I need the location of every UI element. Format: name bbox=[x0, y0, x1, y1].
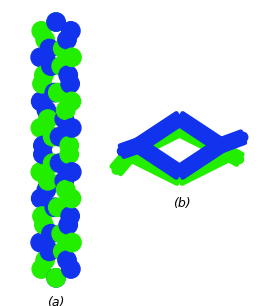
Circle shape bbox=[40, 242, 58, 261]
Circle shape bbox=[36, 31, 54, 49]
Circle shape bbox=[112, 166, 120, 174]
Circle shape bbox=[55, 172, 73, 190]
Circle shape bbox=[63, 48, 81, 66]
Circle shape bbox=[44, 128, 62, 146]
Circle shape bbox=[47, 13, 65, 31]
Circle shape bbox=[54, 39, 72, 58]
Circle shape bbox=[31, 233, 49, 252]
Circle shape bbox=[60, 136, 78, 155]
Circle shape bbox=[40, 39, 58, 58]
Circle shape bbox=[238, 132, 248, 142]
Circle shape bbox=[42, 225, 60, 243]
Circle shape bbox=[62, 92, 81, 110]
Circle shape bbox=[32, 189, 50, 208]
Circle shape bbox=[45, 198, 64, 216]
Circle shape bbox=[235, 155, 244, 163]
Circle shape bbox=[39, 110, 57, 128]
Circle shape bbox=[45, 84, 64, 102]
Circle shape bbox=[63, 233, 81, 252]
Circle shape bbox=[49, 198, 67, 216]
Circle shape bbox=[39, 172, 57, 190]
Circle shape bbox=[57, 181, 75, 199]
Circle shape bbox=[47, 13, 65, 31]
Circle shape bbox=[61, 75, 79, 93]
Circle shape bbox=[32, 260, 50, 278]
Circle shape bbox=[59, 66, 77, 84]
Circle shape bbox=[59, 216, 77, 234]
Circle shape bbox=[62, 119, 81, 137]
Circle shape bbox=[61, 207, 79, 225]
Circle shape bbox=[36, 251, 54, 269]
Circle shape bbox=[31, 48, 49, 66]
Text: (a): (a) bbox=[47, 296, 65, 306]
Circle shape bbox=[34, 136, 52, 155]
Circle shape bbox=[50, 154, 69, 172]
Circle shape bbox=[49, 84, 67, 102]
Circle shape bbox=[52, 225, 70, 243]
Text: (b): (b) bbox=[173, 197, 190, 210]
Circle shape bbox=[50, 128, 69, 146]
Circle shape bbox=[32, 22, 50, 40]
Circle shape bbox=[34, 145, 52, 163]
Circle shape bbox=[47, 269, 65, 287]
Circle shape bbox=[58, 31, 76, 49]
Circle shape bbox=[37, 101, 56, 119]
Circle shape bbox=[62, 22, 80, 40]
Circle shape bbox=[42, 57, 60, 75]
Circle shape bbox=[47, 269, 65, 287]
Circle shape bbox=[117, 147, 127, 156]
Circle shape bbox=[37, 181, 56, 199]
Circle shape bbox=[33, 75, 51, 93]
Circle shape bbox=[55, 110, 73, 128]
Circle shape bbox=[33, 207, 51, 225]
Circle shape bbox=[44, 154, 62, 172]
Circle shape bbox=[60, 145, 78, 163]
Circle shape bbox=[31, 163, 50, 181]
Circle shape bbox=[54, 242, 72, 261]
Circle shape bbox=[32, 92, 50, 110]
Circle shape bbox=[35, 66, 53, 84]
Circle shape bbox=[62, 260, 80, 278]
Circle shape bbox=[58, 251, 76, 269]
Circle shape bbox=[62, 189, 81, 208]
Circle shape bbox=[57, 101, 75, 119]
Circle shape bbox=[62, 163, 81, 181]
Circle shape bbox=[52, 57, 70, 75]
Circle shape bbox=[31, 119, 50, 137]
Circle shape bbox=[35, 216, 53, 234]
